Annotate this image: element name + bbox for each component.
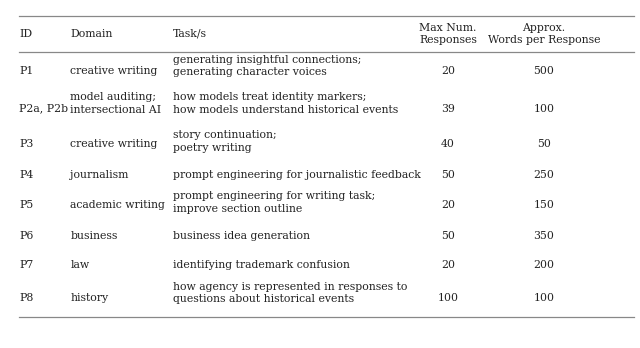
Text: 50: 50 — [441, 170, 455, 180]
Text: 350: 350 — [534, 231, 554, 241]
Text: story continuation;
poetry writing: story continuation; poetry writing — [173, 130, 276, 153]
Text: history: history — [70, 293, 109, 303]
Text: P4: P4 — [19, 170, 33, 180]
Text: 500: 500 — [534, 66, 554, 76]
Text: P3: P3 — [19, 139, 33, 149]
Text: 200: 200 — [534, 260, 554, 270]
Text: academic writing: academic writing — [70, 200, 165, 211]
Text: prompt engineering for writing task;
improve section outline: prompt engineering for writing task; imp… — [173, 191, 375, 214]
Text: Domain: Domain — [70, 29, 113, 39]
Text: P1: P1 — [19, 66, 33, 76]
Text: law: law — [70, 260, 90, 270]
Text: 250: 250 — [534, 170, 554, 180]
Text: 20: 20 — [441, 260, 455, 270]
Text: 20: 20 — [441, 200, 455, 211]
Text: prompt engineering for journalistic feedback: prompt engineering for journalistic feed… — [173, 170, 420, 180]
Text: journalism: journalism — [70, 170, 129, 180]
Text: 100: 100 — [534, 293, 554, 303]
Text: Task/s: Task/s — [173, 29, 207, 39]
Text: P5: P5 — [19, 200, 33, 211]
Text: generating insightful connections;
generating character voices: generating insightful connections; gener… — [173, 55, 361, 78]
Text: P8: P8 — [19, 293, 33, 303]
Text: P2a, P2b: P2a, P2b — [19, 104, 68, 113]
Text: business: business — [70, 231, 118, 241]
Text: P7: P7 — [19, 260, 33, 270]
Text: ID: ID — [19, 29, 33, 39]
Text: 100: 100 — [534, 104, 554, 113]
Text: model auditing;
intersectional AI: model auditing; intersectional AI — [70, 92, 161, 115]
Text: 50: 50 — [537, 139, 551, 149]
Text: 20: 20 — [441, 66, 455, 76]
Text: how models treat identity markers;
how models understand historical events: how models treat identity markers; how m… — [173, 92, 398, 115]
Text: business idea generation: business idea generation — [173, 231, 310, 241]
Text: 40: 40 — [441, 139, 455, 149]
Text: 150: 150 — [534, 200, 554, 211]
Text: creative writing: creative writing — [70, 66, 158, 76]
Text: creative writing: creative writing — [70, 139, 158, 149]
Text: 39: 39 — [441, 104, 455, 113]
Text: P6: P6 — [19, 231, 33, 241]
Text: Approx.
Words per Response: Approx. Words per Response — [488, 23, 600, 45]
Text: Max Num.
Responses: Max Num. Responses — [419, 23, 477, 45]
Text: 100: 100 — [438, 293, 458, 303]
Text: how agency is represented in responses to
questions about historical events: how agency is represented in responses t… — [173, 282, 407, 304]
Text: 50: 50 — [441, 231, 455, 241]
Text: identifying trademark confusion: identifying trademark confusion — [173, 260, 349, 270]
